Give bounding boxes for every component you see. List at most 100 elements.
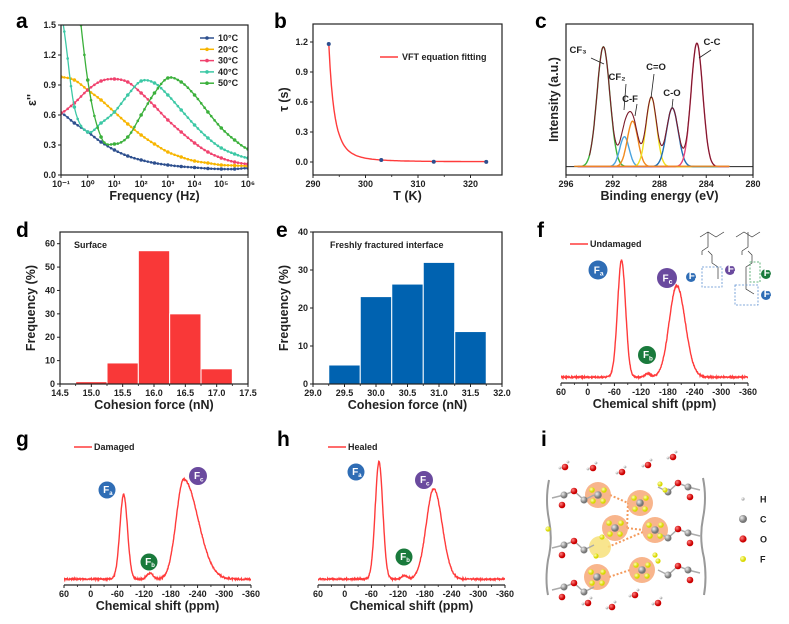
series-marker <box>223 157 226 161</box>
x-tick-label: -300 <box>712 387 730 397</box>
inset-badge: Fb <box>761 268 772 279</box>
x-tick-label: -180 <box>162 589 180 599</box>
data-point <box>152 91 157 95</box>
series-marker <box>243 162 246 165</box>
series-marker <box>203 148 206 152</box>
chart-e: 29.0 29.5 30.0 30.5 31.0 31.5 32.0 0 10 20 30 40 Coh… <box>277 227 511 412</box>
atom-hydrogen <box>651 602 655 606</box>
series-marker <box>169 97 173 100</box>
series-marker <box>76 123 79 127</box>
legend-item: 10°C <box>200 33 239 43</box>
atom-fluorine <box>599 580 605 586</box>
spectrum-line <box>318 460 505 583</box>
y-tick-label: 20 <box>45 332 55 342</box>
atom-hydrogen <box>641 464 645 468</box>
x-tick-label: 30.5 <box>399 388 417 398</box>
series-marker <box>129 125 133 129</box>
series-marker <box>93 128 96 132</box>
peak-label: C-C <box>704 37 721 48</box>
y-tick-label: 10 <box>298 341 308 351</box>
series-marker <box>209 167 213 170</box>
x-tick-label: 60 <box>59 589 69 599</box>
atom-legend-swatch <box>739 535 747 543</box>
series-marker <box>169 76 173 79</box>
atom-oxygen <box>570 579 578 587</box>
series-marker <box>169 121 173 125</box>
series-marker <box>103 101 106 105</box>
badge-circle <box>761 290 771 300</box>
panel-label-e: e <box>276 219 288 242</box>
annotation-leader <box>590 57 605 65</box>
data-point <box>192 159 197 163</box>
y-tick-label: 0.3 <box>43 140 56 150</box>
atom-legend-label: H <box>760 495 767 505</box>
series-marker <box>189 158 193 162</box>
plot-area <box>318 460 505 583</box>
legend-marker <box>205 36 209 40</box>
cf2-highlight <box>589 536 611 558</box>
x-tick-label: -360 <box>739 387 757 397</box>
chart-a: 10⁻¹ 10⁰ 10¹ 10² 10³ 10⁴ 10⁵ 10⁶ 0.0 0.3 0.6 0.9 1.2… <box>25 20 255 203</box>
data-point <box>125 135 130 139</box>
series-marker <box>103 78 106 82</box>
atom-carbon <box>593 573 601 581</box>
series-marker <box>143 78 146 82</box>
legend-item: Healed <box>328 442 378 452</box>
series-marker <box>106 77 110 81</box>
cf3-group-box <box>701 266 723 288</box>
badge-circle <box>588 260 608 280</box>
series-marker <box>119 116 123 120</box>
atom-fluorine <box>633 562 639 568</box>
legend-label: 50°C <box>218 78 239 88</box>
series-marker <box>96 126 100 130</box>
panel-label-g: g <box>16 428 29 451</box>
series-marker <box>226 158 230 162</box>
atom-fluorine <box>643 495 649 501</box>
legend-item: 30°C <box>200 56 239 66</box>
series-marker <box>216 144 220 148</box>
x-tick-label: 60 <box>556 387 566 397</box>
atom-fluorine <box>631 495 637 501</box>
series-marker <box>243 164 246 168</box>
x-tick-label: -300 <box>215 589 233 599</box>
badge-circle <box>725 265 735 275</box>
series-marker <box>63 30 66 33</box>
series-marker <box>93 93 96 97</box>
data-point <box>152 142 157 146</box>
atom-carbon <box>684 483 692 491</box>
peak-badge-Fb: Fb <box>395 548 413 566</box>
x-tick-label: 15.5 <box>114 388 132 398</box>
fit-line <box>328 43 487 163</box>
x-tick-label: 10² <box>135 179 148 189</box>
atom-legend-swatch <box>741 497 745 501</box>
x-tick-label: 10⁰ <box>81 179 95 189</box>
y-tick-label: 0 <box>50 379 55 389</box>
series-marker <box>129 82 133 86</box>
series-marker <box>173 153 176 157</box>
badge-circle <box>686 272 696 282</box>
atom-fluorine <box>617 531 623 537</box>
data-point <box>166 76 170 80</box>
series-marker <box>213 162 216 166</box>
series-marker <box>136 131 140 134</box>
series-marker <box>129 131 133 134</box>
x-tick-label: 320 <box>463 179 478 189</box>
atom-hydrogen <box>589 596 593 600</box>
legend-label: 10°C <box>218 33 239 43</box>
series-marker <box>176 104 180 108</box>
y-tick-label: 30 <box>45 309 55 319</box>
series-marker <box>63 76 66 79</box>
badge-circle <box>140 553 158 571</box>
panel-label-h: h <box>277 428 290 451</box>
series-marker <box>159 111 163 115</box>
x-tick-label: 300 <box>358 179 373 189</box>
polymer-skeleton <box>699 231 761 295</box>
atom-legend-label: C <box>760 515 767 525</box>
y-tick-label: 0.6 <box>43 110 56 120</box>
y-tick-label: 0.0 <box>295 157 308 167</box>
series-marker <box>149 161 153 164</box>
badge-text: Fa <box>352 467 362 479</box>
data-point <box>206 161 210 165</box>
series-marker <box>69 119 73 122</box>
data-point <box>99 98 103 102</box>
